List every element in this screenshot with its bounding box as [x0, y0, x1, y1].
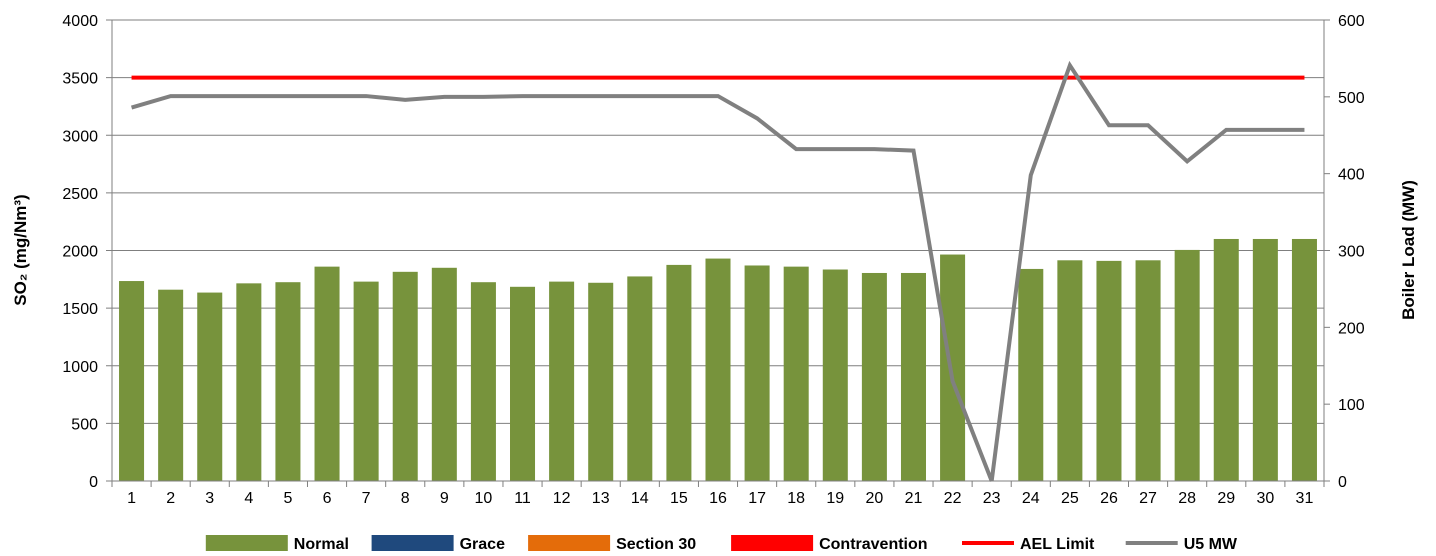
- legend-label-u5-mw: U5 MW: [1184, 536, 1238, 553]
- legend-label-contravention: Contravention: [819, 536, 927, 553]
- bar-normal: [1018, 268, 1044, 481]
- x-tick-label: 18: [787, 490, 805, 507]
- y-tick-label: 2500: [62, 186, 98, 203]
- bar-normal: [627, 276, 653, 481]
- x-tick-label: 29: [1217, 490, 1235, 507]
- x-tick-label: 25: [1061, 490, 1079, 507]
- bar-normal: [1213, 238, 1239, 481]
- bar-normal: [783, 266, 809, 481]
- x-tick-label: 21: [905, 490, 923, 507]
- x-tick-label: 19: [826, 490, 844, 507]
- bar-normal: [744, 265, 770, 481]
- x-tick-label: 3: [205, 490, 214, 507]
- legend-swatch-contravention: [731, 535, 814, 551]
- y-tick-label: 4000: [62, 13, 98, 30]
- bar-normal: [1135, 260, 1161, 481]
- line-u5-mw: [130, 60, 1305, 482]
- x-tick-label: 17: [748, 490, 766, 507]
- legend-label-section-30: Section 30: [616, 536, 696, 553]
- x-tick-label: 10: [475, 490, 493, 507]
- x-tick-label: 26: [1100, 490, 1118, 507]
- x-tick-label: 14: [631, 490, 649, 507]
- y2-tick-label: 0: [1338, 474, 1347, 491]
- y2-tick-label: 100: [1338, 397, 1365, 414]
- x-tick-label: 24: [1022, 490, 1040, 507]
- bar-normal: [275, 282, 301, 481]
- x-tick-label: 1: [127, 490, 136, 507]
- x-tick-label: 27: [1139, 490, 1157, 507]
- axes: [106, 19, 1330, 487]
- bar-normal: [861, 272, 887, 481]
- y-tick-label: 3000: [62, 128, 98, 145]
- x-tick-label: 31: [1296, 490, 1314, 507]
- bar-normal: [470, 282, 496, 481]
- x-tick-label: 16: [709, 490, 727, 507]
- y-tick-label: 1000: [62, 359, 98, 376]
- bar-normal: [666, 264, 692, 481]
- y-tick-label: 1500: [62, 301, 98, 318]
- bar-normal: [1252, 238, 1278, 481]
- bar-normal: [822, 269, 848, 481]
- bar-normal: [1057, 260, 1083, 481]
- bar-normal: [158, 289, 184, 481]
- legend-label-grace: Grace: [460, 536, 505, 553]
- y2-axis-title: Boiler Load (MW): [1399, 180, 1418, 320]
- bar-normal: [1096, 260, 1122, 481]
- x-tick-label: 28: [1178, 490, 1196, 507]
- legend-swatch-section-30: [528, 535, 611, 551]
- x-tick-label: 13: [592, 490, 610, 507]
- bar-normal: [900, 272, 926, 481]
- x-tick-label: 15: [670, 490, 688, 507]
- x-tick-label: 23: [983, 490, 1001, 507]
- bar-normal: [314, 266, 340, 481]
- y2-tick-label: 600: [1338, 13, 1365, 30]
- legend-label-ael-limit: AEL Limit: [1020, 536, 1095, 553]
- y2-tick-label: 300: [1338, 244, 1365, 261]
- x-tick-label: 2: [166, 490, 175, 507]
- x-tick-label: 6: [323, 490, 332, 507]
- y2-tick-label: 400: [1338, 167, 1365, 184]
- bar-normal: [119, 281, 145, 481]
- legend-swatch-grace: [371, 535, 454, 551]
- y2-tick-label: 200: [1338, 320, 1365, 337]
- x-axis-ticks: 1 2 3 4 5 6 7 8 9 10 11 12 13 14 15 16 17 18 19 20 21 22 23 24 2…: [127, 490, 1313, 507]
- y-tick-label: 3500: [62, 71, 98, 88]
- bar-normal: [392, 271, 418, 481]
- bar-normal: [197, 292, 223, 481]
- y-tick-label: 2000: [62, 244, 98, 261]
- bar-normal: [236, 283, 262, 481]
- bar-normal: [588, 282, 614, 481]
- bar-normal: [1174, 249, 1200, 481]
- bar-series: [119, 238, 1317, 481]
- x-tick-label: 11: [514, 490, 531, 507]
- y-tick-label: 0: [89, 474, 98, 491]
- legend: Normal Grace Section 30 Contravention AEL Li…: [205, 535, 1238, 553]
- bar-normal: [510, 286, 536, 481]
- bar-normal: [353, 281, 379, 481]
- x-tick-label: 22: [944, 490, 962, 507]
- x-tick-label: 30: [1256, 490, 1274, 507]
- x-tick-label: 12: [553, 490, 571, 507]
- bar-normal: [940, 254, 966, 481]
- y2-tick-label: 500: [1338, 90, 1365, 107]
- y-tick-label: 500: [71, 416, 98, 433]
- bar-normal: [431, 267, 457, 481]
- x-tick-label: 4: [244, 490, 253, 507]
- bar-normal: [705, 258, 731, 481]
- x-tick-label: 5: [283, 490, 292, 507]
- x-tick-label: 9: [440, 490, 449, 507]
- legend-swatch-normal: [205, 535, 288, 551]
- bar-normal: [549, 281, 575, 481]
- left-axis-ticks: 0 500 1000 1500 2000 2500 3000 3500 4000: [62, 13, 98, 491]
- x-tick-label: 7: [362, 490, 371, 507]
- legend-label-normal: Normal: [294, 536, 349, 553]
- right-axis-ticks: 0 100 200 300 400 500 600: [1338, 13, 1365, 491]
- x-tick-label: 8: [401, 490, 410, 507]
- x-tick-label: 20: [865, 490, 883, 507]
- y-axis-title: SO₂ (mg/Nm³): [11, 194, 30, 305]
- line-series: [130, 60, 1305, 482]
- bar-normal: [1291, 238, 1317, 481]
